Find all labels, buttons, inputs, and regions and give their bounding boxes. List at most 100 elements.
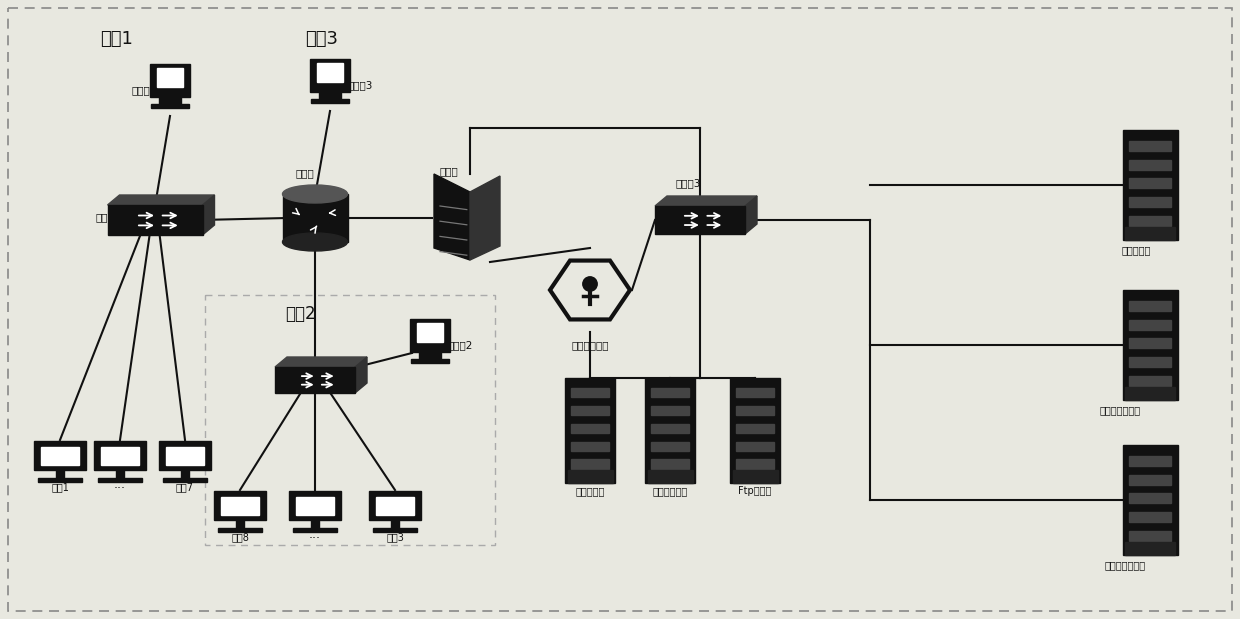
Bar — [410, 319, 450, 352]
Polygon shape — [434, 174, 470, 260]
Text: 终端8: 终端8 — [231, 532, 249, 542]
Text: 终端3: 终端3 — [386, 532, 404, 542]
Bar — [417, 324, 443, 342]
Bar — [1125, 542, 1174, 555]
Bar — [311, 519, 319, 528]
Bar — [1130, 301, 1171, 311]
Bar — [1122, 130, 1178, 240]
Bar — [1130, 160, 1171, 170]
Bar — [283, 194, 347, 242]
Bar — [737, 459, 774, 469]
Bar — [221, 496, 259, 515]
Bar — [311, 99, 348, 103]
Text: 交换机1: 交换机1 — [95, 212, 120, 222]
Bar — [651, 388, 689, 397]
Bar — [1130, 141, 1171, 151]
Text: 门禁机2: 门禁机2 — [448, 340, 474, 350]
Text: 办公系统服务器: 办公系统服务器 — [1100, 405, 1141, 415]
Bar — [56, 469, 64, 478]
Text: 路由器: 路由器 — [295, 168, 314, 178]
Bar — [1130, 475, 1171, 485]
Text: ···: ··· — [309, 532, 321, 545]
Text: 网站服务器: 网站服务器 — [575, 486, 605, 496]
Bar — [1130, 319, 1171, 329]
Text: 入侵防御系统: 入侵防御系统 — [572, 340, 609, 350]
Bar — [570, 406, 609, 415]
Text: ···: ··· — [114, 482, 126, 495]
Bar — [94, 441, 146, 469]
Polygon shape — [655, 196, 756, 206]
Bar — [568, 470, 613, 482]
Bar — [737, 388, 774, 397]
Polygon shape — [355, 357, 367, 393]
Text: Ftp服务器: Ftp服务器 — [738, 486, 771, 496]
Text: 内部网站服务器: 内部网站服务器 — [1105, 560, 1146, 570]
Text: 数据库服务器: 数据库服务器 — [652, 486, 688, 496]
Bar — [38, 478, 82, 482]
Bar — [737, 423, 774, 433]
Polygon shape — [108, 195, 215, 205]
Bar — [293, 528, 337, 532]
Bar — [215, 491, 267, 519]
Ellipse shape — [283, 185, 347, 203]
Bar — [1122, 445, 1178, 555]
Bar — [1130, 456, 1171, 466]
Bar — [651, 423, 689, 433]
Bar — [1125, 227, 1174, 240]
Text: 终端7: 终端7 — [176, 482, 193, 492]
Bar — [370, 491, 422, 519]
Bar — [150, 64, 190, 97]
Polygon shape — [470, 176, 500, 260]
Bar — [410, 359, 449, 363]
Bar — [1130, 357, 1171, 367]
Polygon shape — [202, 195, 215, 235]
Polygon shape — [745, 196, 756, 234]
Text: 楼字2: 楼字2 — [285, 305, 316, 323]
Bar — [289, 491, 341, 519]
Bar — [1130, 376, 1171, 386]
Bar — [737, 441, 774, 451]
Bar — [730, 378, 780, 482]
Bar — [98, 478, 141, 482]
Bar — [391, 519, 399, 528]
Text: 门禁机3: 门禁机3 — [348, 80, 373, 90]
Text: 门禁服务器: 门禁服务器 — [1122, 245, 1152, 255]
Bar — [41, 447, 78, 465]
Bar — [1130, 197, 1171, 207]
Bar — [570, 423, 609, 433]
Bar — [651, 459, 689, 469]
Bar — [1130, 531, 1171, 541]
Bar — [1130, 493, 1171, 503]
Text: 交换机3: 交换机3 — [675, 178, 701, 188]
Bar — [181, 469, 190, 478]
Bar — [570, 388, 609, 397]
Circle shape — [583, 277, 598, 291]
Bar — [1130, 216, 1171, 226]
Bar — [570, 459, 609, 469]
Bar — [166, 447, 203, 465]
Text: 防火墙: 防火墙 — [440, 166, 459, 176]
Bar — [1130, 178, 1171, 188]
Bar — [1130, 512, 1171, 522]
Bar — [157, 69, 182, 87]
Bar — [159, 441, 211, 469]
Polygon shape — [275, 357, 367, 367]
Bar — [376, 496, 414, 515]
Polygon shape — [108, 205, 202, 235]
Bar — [1130, 339, 1171, 348]
Bar — [296, 496, 334, 515]
Bar — [164, 478, 207, 482]
Bar — [647, 470, 692, 482]
Bar — [733, 470, 777, 482]
Bar — [319, 92, 341, 99]
Bar — [565, 378, 615, 482]
Bar — [236, 519, 244, 528]
Bar — [159, 97, 181, 104]
Bar — [737, 406, 774, 415]
Bar — [33, 441, 86, 469]
Text: 楼字3: 楼字3 — [305, 30, 339, 48]
Bar — [373, 528, 417, 532]
Bar — [317, 64, 343, 82]
Bar — [651, 406, 689, 415]
Bar — [1122, 290, 1178, 400]
